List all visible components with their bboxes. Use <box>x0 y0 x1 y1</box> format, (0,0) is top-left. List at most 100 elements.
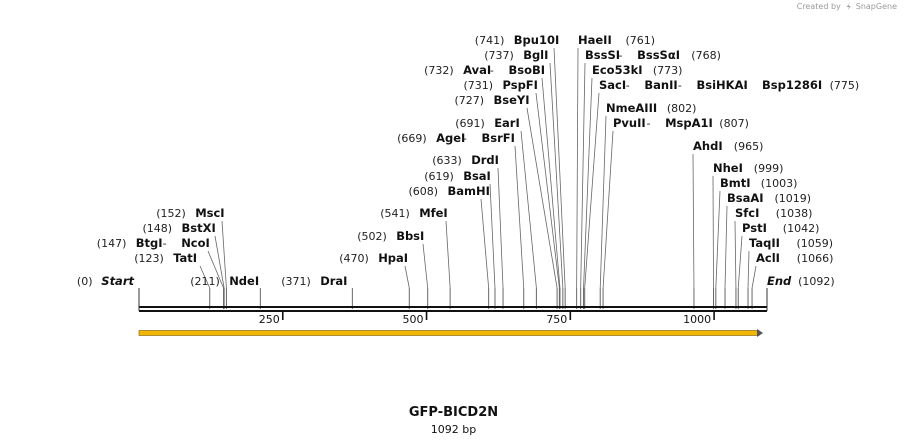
site-bpu10i[interactable]: (741) Bpu10I <box>475 33 559 47</box>
site-drai[interactable]: (371) DraI <box>281 274 347 288</box>
site-position: (775) <box>830 79 860 92</box>
scale-tick-500: 500 <box>403 312 428 326</box>
site-hpai[interactable]: (470) HpaI <box>339 251 408 265</box>
enzyme-name[interactable]: AclI <box>756 251 780 265</box>
site-avai[interactable]: (732) AvaI - BsoBI <box>424 63 545 77</box>
site-connector <box>199 265 211 289</box>
enzyme-name[interactable]: PspFI <box>503 78 538 92</box>
enzyme-name[interactable]: Bsp1286I <box>762 78 822 92</box>
enzyme-name[interactable]: SfcI <box>735 206 759 220</box>
site-eco53ki[interactable]: Eco53kI (773) <box>592 63 682 77</box>
site-bsaai[interactable]: BsaAI (1019) <box>727 191 811 205</box>
site-ahdi[interactable]: AhdI (965) <box>693 139 763 153</box>
enzyme-name[interactable]: BssSαI <box>637 48 680 62</box>
end-label: End <box>767 274 792 288</box>
credit-brand: SnapGene <box>855 2 897 11</box>
site-acli[interactable]: AclI (1066) <box>756 251 833 265</box>
site-bmti[interactable]: BmtI (1003) <box>720 176 797 190</box>
site-pvuii[interactable]: PvuII - MspA1I (807) <box>613 116 749 130</box>
enzyme-name[interactable]: BstXI <box>182 221 216 235</box>
enzyme-name[interactable]: BbsI <box>396 229 424 243</box>
site-nmeaiii[interactable]: NmeAIII (802) <box>606 101 696 115</box>
enzyme-name[interactable]: NmeAIII <box>606 101 657 115</box>
site-haeii[interactable]: HaeII (761) <box>578 33 655 47</box>
enzyme-name[interactable]: AhdI <box>693 139 723 153</box>
enzyme-name[interactable]: NdeI <box>229 274 259 288</box>
site-bsai[interactable]: (619) BsaI <box>424 169 491 183</box>
site-bgli[interactable]: (737) BglI <box>484 48 548 62</box>
enzyme-name[interactable]: BsoBI <box>509 63 546 77</box>
site-bbsi[interactable]: (502) BbsI <box>357 229 424 243</box>
site-position: (768) <box>691 49 721 62</box>
enzyme-name[interactable]: MspA1I <box>665 116 713 130</box>
site-leader <box>583 77 593 309</box>
site-leader <box>207 250 225 309</box>
feature-arrowhead <box>757 329 763 337</box>
enzyme-name[interactable]: MfeI <box>419 206 448 220</box>
site-mfei[interactable]: (541) MfeI <box>380 206 448 220</box>
enzyme-name[interactable]: MscI <box>195 206 224 220</box>
enzyme-name[interactable]: BglI <box>523 48 548 62</box>
site-leader <box>535 92 560 309</box>
enzyme-name[interactable]: PstI <box>742 221 767 235</box>
site-connector <box>404 265 410 289</box>
enzyme-name[interactable]: BmtI <box>720 176 751 190</box>
name-separator: - <box>647 117 651 130</box>
site-saci[interactable]: SacI - BanII - BsiHKAI - Bsp1286I (775) <box>599 78 859 92</box>
site-leader <box>553 47 566 309</box>
site-leader <box>734 220 737 309</box>
site-position: (152) <box>156 207 186 220</box>
site-leader <box>497 167 504 309</box>
feature-gfp-bicd2n[interactable] <box>138 329 763 337</box>
enzyme-name[interactable]: BseYI <box>494 93 530 107</box>
site-connector <box>602 130 614 289</box>
site-btgi[interactable]: (147) BtgI - NcoI <box>97 236 210 250</box>
enzyme-name[interactable]: SacI <box>599 78 626 92</box>
site-bstxi[interactable]: (148) BstXI <box>143 221 216 235</box>
enzyme-name[interactable]: BsrFI <box>482 131 515 145</box>
enzyme-name[interactable]: BtgI <box>136 236 163 250</box>
enzyme-name[interactable]: BamHI <box>448 184 490 198</box>
site-position: (727) <box>455 94 485 107</box>
enzyme-name[interactable]: Eco53kI <box>592 63 643 77</box>
scale-tick-750: 750 <box>546 312 572 326</box>
site-tati[interactable]: (123) TatI <box>134 251 197 265</box>
enzyme-name[interactable]: TatI <box>173 251 197 265</box>
enzyme-name[interactable]: BsaAI <box>727 191 764 205</box>
site-pspfi[interactable]: (731) PspFI <box>464 78 538 92</box>
site-bamhi[interactable]: (608) BamHI <box>409 184 490 198</box>
name-separator: - <box>619 49 623 62</box>
enzyme-name[interactable]: HpaI <box>378 251 408 265</box>
enzyme-name[interactable]: HaeII <box>578 33 612 47</box>
enzyme-name[interactable]: DrdI <box>471 153 499 167</box>
enzyme-name[interactable]: BanII <box>644 78 677 92</box>
enzyme-name[interactable]: TaqII <box>749 236 780 250</box>
enzyme-name[interactable]: NheI <box>713 161 743 175</box>
enzyme-name[interactable]: AvaI <box>463 63 491 77</box>
enzyme-name[interactable]: AgeI <box>436 131 465 145</box>
enzyme-name[interactable]: BsiHKAI <box>697 78 748 92</box>
start-label: Start <box>101 274 134 288</box>
site-sfci[interactable]: SfcI (1038) <box>735 206 812 220</box>
site-agei[interactable]: (669) AgeI - BsrFI <box>397 131 515 145</box>
enzyme-name[interactable]: Bpu10I <box>514 33 559 47</box>
site-taqii[interactable]: TaqII (1059) <box>749 236 833 250</box>
enzyme-name[interactable]: NcoI <box>181 236 210 250</box>
site-drdi[interactable]: (633) DrdI <box>432 153 499 167</box>
site-bsssi[interactable]: BssSI - BssSαI (768) <box>585 48 721 62</box>
site-nhei[interactable]: NheI (999) <box>713 161 783 175</box>
site-psti[interactable]: PstI (1042) <box>742 221 819 235</box>
enzyme-name[interactable]: DraI <box>320 274 347 288</box>
site-leader <box>422 243 429 309</box>
enzyme-name[interactable]: BssSI <box>585 48 620 62</box>
snapgene-credit: Created by SnapGene <box>797 2 897 11</box>
site-ndei[interactable]: (211) NdeI <box>190 274 259 288</box>
site-leader <box>221 220 227 309</box>
enzyme-name[interactable]: BsaI <box>463 169 491 183</box>
enzyme-name[interactable]: PvuII <box>613 116 646 130</box>
site-connector <box>489 183 496 289</box>
site-bseyi[interactable]: (727) BseYI <box>455 93 530 107</box>
enzyme-name[interactable]: EarI <box>494 116 520 130</box>
site-msci[interactable]: (152) MscI <box>156 206 224 220</box>
site-eari[interactable]: (691) EarI <box>455 116 520 130</box>
